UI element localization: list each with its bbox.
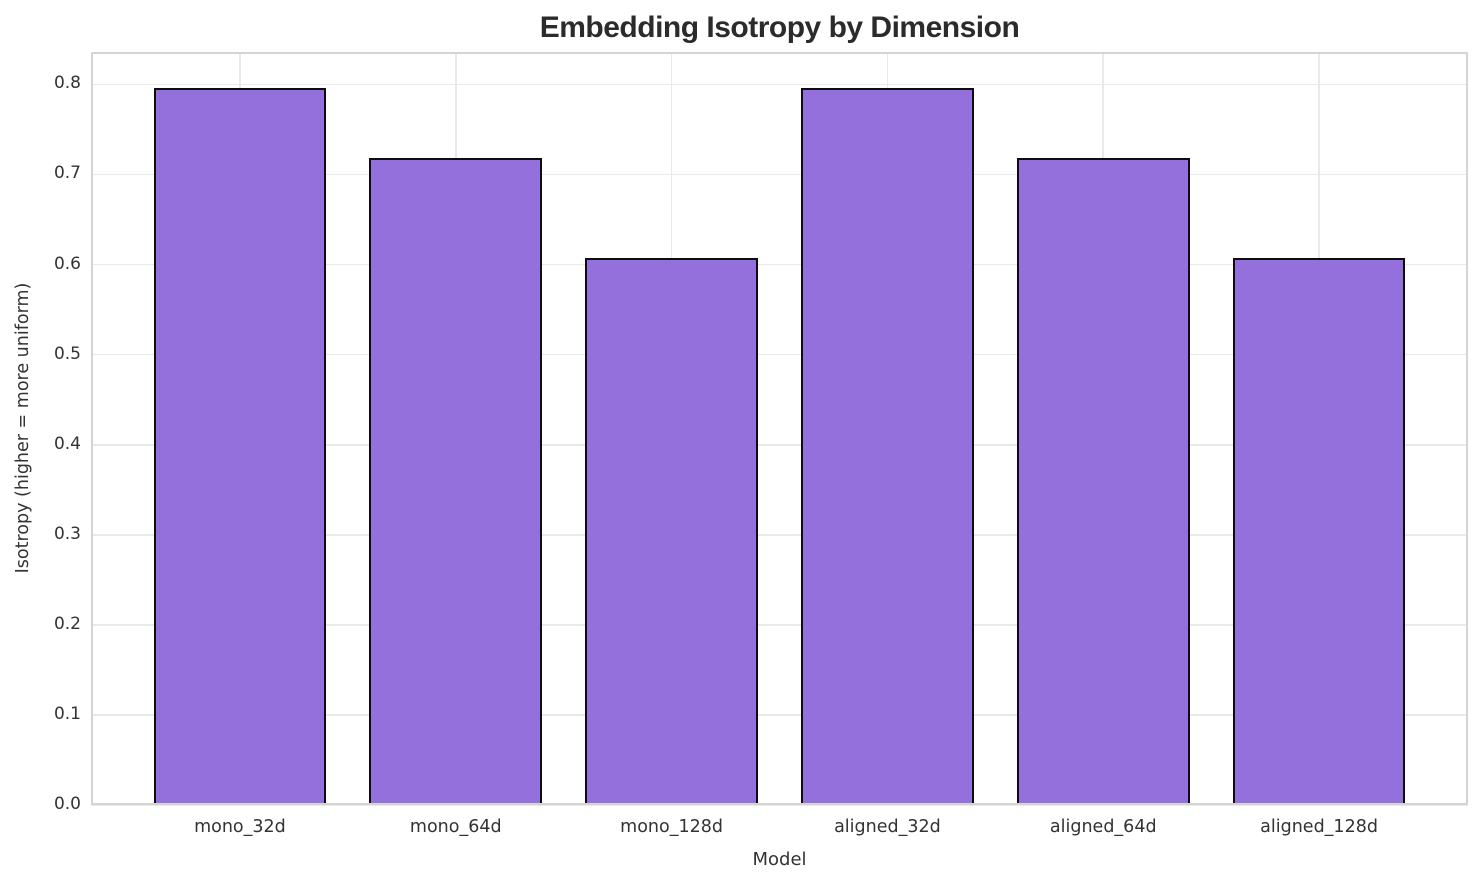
axis-spine-left — [91, 52, 93, 805]
x-tick-label-aligned_64d: aligned_64d — [1049, 817, 1157, 837]
gridline-horizontal — [91, 714, 1468, 716]
y-tick-label: 0.3 — [53, 523, 81, 544]
gridline-horizontal — [91, 263, 1468, 266]
bar-mono_128d — [585, 258, 758, 805]
x-tick-label-mono_128d: mono_128d — [620, 817, 723, 837]
x-axis-label: Model — [752, 849, 807, 870]
bar-aligned_64d — [1016, 158, 1190, 805]
x-tick-label-aligned_32d: aligned_32d — [834, 817, 941, 837]
chart-title: Embedding Isotropy by Dimension — [539, 11, 1020, 44]
y-tick-label: 0.1 — [53, 703, 81, 724]
y-tick-label: 0.8 — [53, 73, 81, 94]
x-tick-label-aligned_128d: aligned_128d — [1260, 817, 1378, 837]
gridline-horizontal — [91, 533, 1468, 536]
y-tick-label: 0.0 — [53, 794, 81, 814]
plot-area — [91, 52, 1468, 806]
y-tick-label: 0.4 — [53, 433, 81, 454]
bar-mono_32d — [153, 88, 327, 805]
axis-spine-top — [91, 52, 1468, 54]
bar-mono_64d — [369, 158, 543, 805]
axis-spine-right — [1466, 52, 1468, 805]
y-tick-label: 0.2 — [53, 613, 81, 634]
gridline-horizontal — [91, 173, 1468, 176]
bar-aligned_32d — [801, 88, 974, 805]
x-tick-label-mono_32d: mono_32d — [194, 817, 286, 837]
axis-spine-bottom — [91, 803, 1468, 805]
y-tick-label: 0.5 — [53, 343, 81, 364]
gridline-horizontal — [91, 624, 1468, 626]
y-tick-label: 0.7 — [53, 163, 81, 184]
gridline-horizontal — [91, 83, 1468, 86]
gridline-horizontal — [91, 443, 1468, 446]
gridline-horizontal — [91, 353, 1468, 356]
bar-aligned_128d — [1232, 258, 1406, 805]
x-tick-label-mono_64d: mono_64d — [409, 817, 502, 837]
y-tick-label: 0.6 — [53, 253, 81, 274]
